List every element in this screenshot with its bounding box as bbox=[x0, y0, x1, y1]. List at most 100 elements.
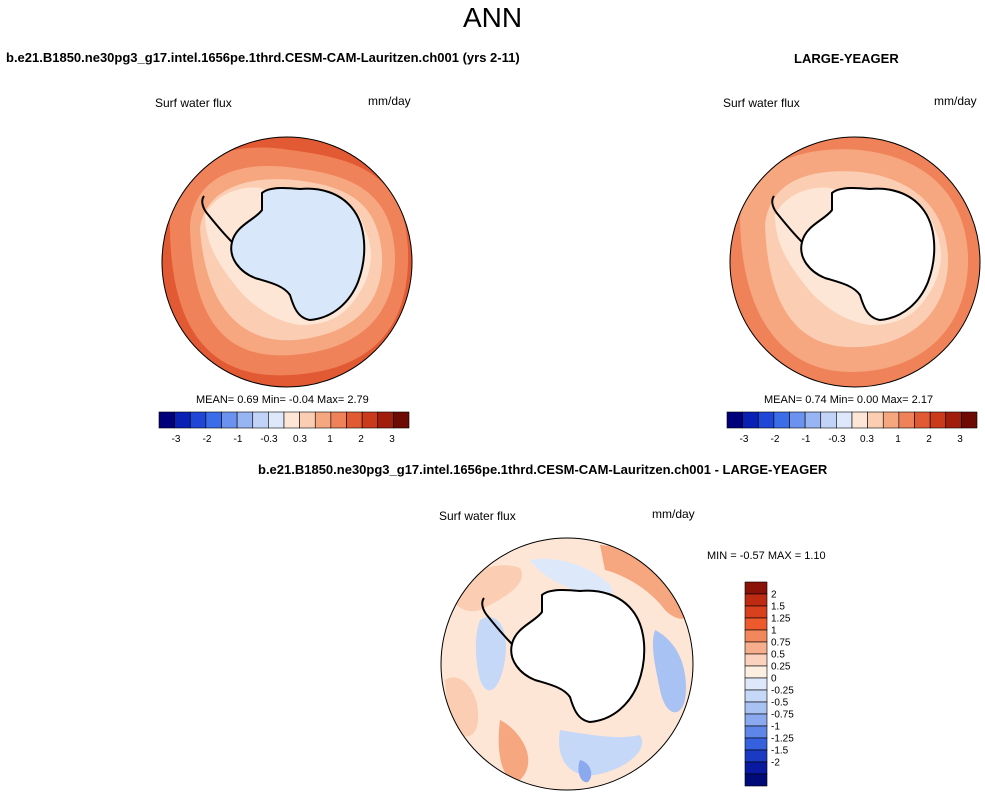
diff-field-patch-9 bbox=[578, 760, 592, 783]
obs-colorbar-box-13 bbox=[929, 411, 947, 429]
control-colorbar-box-10 bbox=[314, 411, 332, 429]
diff-field-patch-4 bbox=[498, 720, 529, 781]
obs-colorbar-tick-5: 1 bbox=[895, 434, 901, 445]
control-colorbar-tick-2: -1 bbox=[234, 434, 243, 445]
obs-colorbar-box-4 bbox=[789, 411, 806, 429]
diff-colorbar-box-14 bbox=[744, 749, 768, 763]
diff-colorbar-tick-4: 0.75 bbox=[771, 638, 791, 649]
control-colorbar-tick-3: -0.3 bbox=[260, 434, 278, 445]
control-colorbar-tick-5: 1 bbox=[327, 434, 333, 445]
obs-colorbar-tick-2: -1 bbox=[802, 434, 811, 445]
obs-map-border bbox=[729, 136, 981, 388]
obs-colorbar-tick-3: -0.3 bbox=[828, 434, 846, 445]
diff-colorbar-tick-7: 0 bbox=[771, 674, 777, 685]
diff-colorbar-tick-2: 1.25 bbox=[771, 614, 791, 625]
obs-colorbar-box-1 bbox=[742, 411, 759, 429]
diff-colorbar-box-0 bbox=[744, 581, 768, 595]
obs-map bbox=[730, 137, 980, 387]
control-colorbar-box-8 bbox=[283, 411, 300, 429]
diff-colorbar-box-4 bbox=[744, 629, 768, 643]
control-map-border bbox=[161, 136, 413, 388]
control-variable-label: Surf water flux bbox=[155, 96, 232, 110]
obs-units-label: mm/day bbox=[934, 94, 977, 108]
obs-colorbar-box-3 bbox=[773, 411, 790, 429]
obs-colorbar-box-12 bbox=[914, 411, 931, 429]
diff-colorbar-box-8 bbox=[744, 677, 768, 691]
diff-colorbar-box-9 bbox=[744, 689, 768, 703]
diff-units-label: mm/day bbox=[652, 507, 695, 521]
control-colorbar-box-14 bbox=[377, 411, 394, 429]
obs-case-title: LARGE-YEAGER bbox=[794, 51, 899, 66]
obs-colorbar-box-7 bbox=[836, 411, 853, 429]
diff-colorbar-box-2 bbox=[744, 605, 768, 619]
control-colorbar-box-7 bbox=[268, 411, 285, 429]
control-colorbar-tick-0: -3 bbox=[172, 434, 181, 445]
control-colorbar-box-9 bbox=[299, 411, 316, 429]
obs-colorbar-box-14 bbox=[945, 411, 962, 429]
diff-colorbar-tick-8: -0.25 bbox=[771, 686, 794, 697]
diff-colorbar-tick-12: -1.25 bbox=[771, 734, 794, 745]
control-colorbar-box-13 bbox=[361, 411, 379, 429]
diff-colorbar-tick-0: 2 bbox=[771, 590, 777, 601]
diff-colorbar-tick-6: 0.25 bbox=[771, 662, 791, 673]
diff-field-patch-7 bbox=[652, 630, 686, 713]
obs-colorbar-box-0 bbox=[726, 411, 743, 429]
diff-colorbar-box-11 bbox=[744, 713, 768, 727]
obs-colorbar-box-15 bbox=[961, 411, 978, 429]
diff-land-mask bbox=[510, 588, 646, 724]
obs-colorbar-box-8 bbox=[851, 411, 868, 429]
page-title: ANN bbox=[462, 2, 523, 33]
diff-colorbar-box-13 bbox=[744, 737, 768, 751]
obs-colorbar-box-9 bbox=[867, 411, 884, 429]
obs-colorbar-box-5 bbox=[804, 411, 822, 429]
obs-stats: MEAN= 0.74 Min= 0.00 Max= 2.17 bbox=[764, 394, 934, 406]
diff-colorbar-tick-9: -0.5 bbox=[771, 698, 789, 709]
control-colorbar-box-0 bbox=[158, 411, 175, 429]
diff-field-patch-2 bbox=[600, 545, 691, 619]
control-coastline bbox=[201, 186, 366, 322]
diff-colorbar-box-7 bbox=[744, 665, 768, 679]
diff-variable-label: Surf water flux bbox=[439, 509, 516, 523]
control-colorbar-box-3 bbox=[205, 411, 222, 429]
diff-colorbar-tick-5: 0.5 bbox=[771, 650, 785, 661]
control-colorbar-box-11 bbox=[330, 411, 347, 429]
diff-colorbar-box-16 bbox=[744, 773, 768, 787]
obs-colorbar-box-11 bbox=[898, 411, 915, 429]
diff-colorbar-tick-3: 1 bbox=[771, 626, 777, 637]
diff-stats: MIN = -0.57 MAX = 1.10 bbox=[707, 550, 826, 562]
control-map bbox=[162, 137, 412, 387]
diff-colorbar-box-10 bbox=[744, 701, 768, 715]
obs-colorbar-tick-7: 3 bbox=[957, 434, 963, 445]
control-colorbar-tick-7: 3 bbox=[389, 434, 395, 445]
control-colorbar: -3 -2 -1 -0.3 0.3 1 2 3 bbox=[158, 411, 410, 445]
control-colorbar-tick-1: -2 bbox=[203, 434, 212, 445]
obs-coastline bbox=[771, 195, 803, 243]
obs-colorbar-tick-1: -2 bbox=[771, 434, 780, 445]
control-colorbar-box-6 bbox=[252, 411, 269, 429]
control-units-label: mm/day bbox=[368, 94, 411, 108]
obs-colorbar-tick-4: 0.3 bbox=[860, 434, 874, 445]
control-stats: MEAN= 0.69 Min= -0.04 Max= 2.79 bbox=[196, 394, 369, 406]
control-colorbar-box-5 bbox=[236, 411, 254, 429]
obs-colorbar-box-6 bbox=[820, 411, 837, 429]
obs-land-mask bbox=[800, 186, 936, 322]
control-case-title: b.e21.B1850.ne30pg3_g17.intel.1656pe.1th… bbox=[6, 50, 520, 65]
diff-colorbar-tick-14: -2 bbox=[771, 758, 780, 769]
diff-colorbar-tick-11: -1 bbox=[771, 722, 780, 733]
control-field-antarctic-interior bbox=[231, 187, 365, 320]
control-colorbar-box-1 bbox=[174, 411, 191, 429]
diff-colorbar-tick-1: 1.5 bbox=[771, 602, 785, 613]
obs-colorbar-tick-6: 2 bbox=[926, 434, 932, 445]
diff-colorbar-box-12 bbox=[744, 725, 768, 739]
diff-colorbar: 21.51.2510.750.50.250-0.25-0.5-0.75-1-1.… bbox=[744, 581, 794, 787]
diff-field-patch-5 bbox=[475, 616, 506, 691]
diff-colorbar-box-6 bbox=[744, 653, 768, 667]
diff-map bbox=[441, 538, 693, 790]
control-colorbar-tick-6: 2 bbox=[358, 434, 364, 445]
obs-variable-label: Surf water flux bbox=[723, 96, 800, 110]
diff-colorbar-box-1 bbox=[744, 593, 768, 607]
diff-colorbar-box-5 bbox=[744, 641, 768, 655]
control-colorbar-box-12 bbox=[346, 411, 363, 429]
obs-colorbar-box-2 bbox=[757, 411, 775, 429]
